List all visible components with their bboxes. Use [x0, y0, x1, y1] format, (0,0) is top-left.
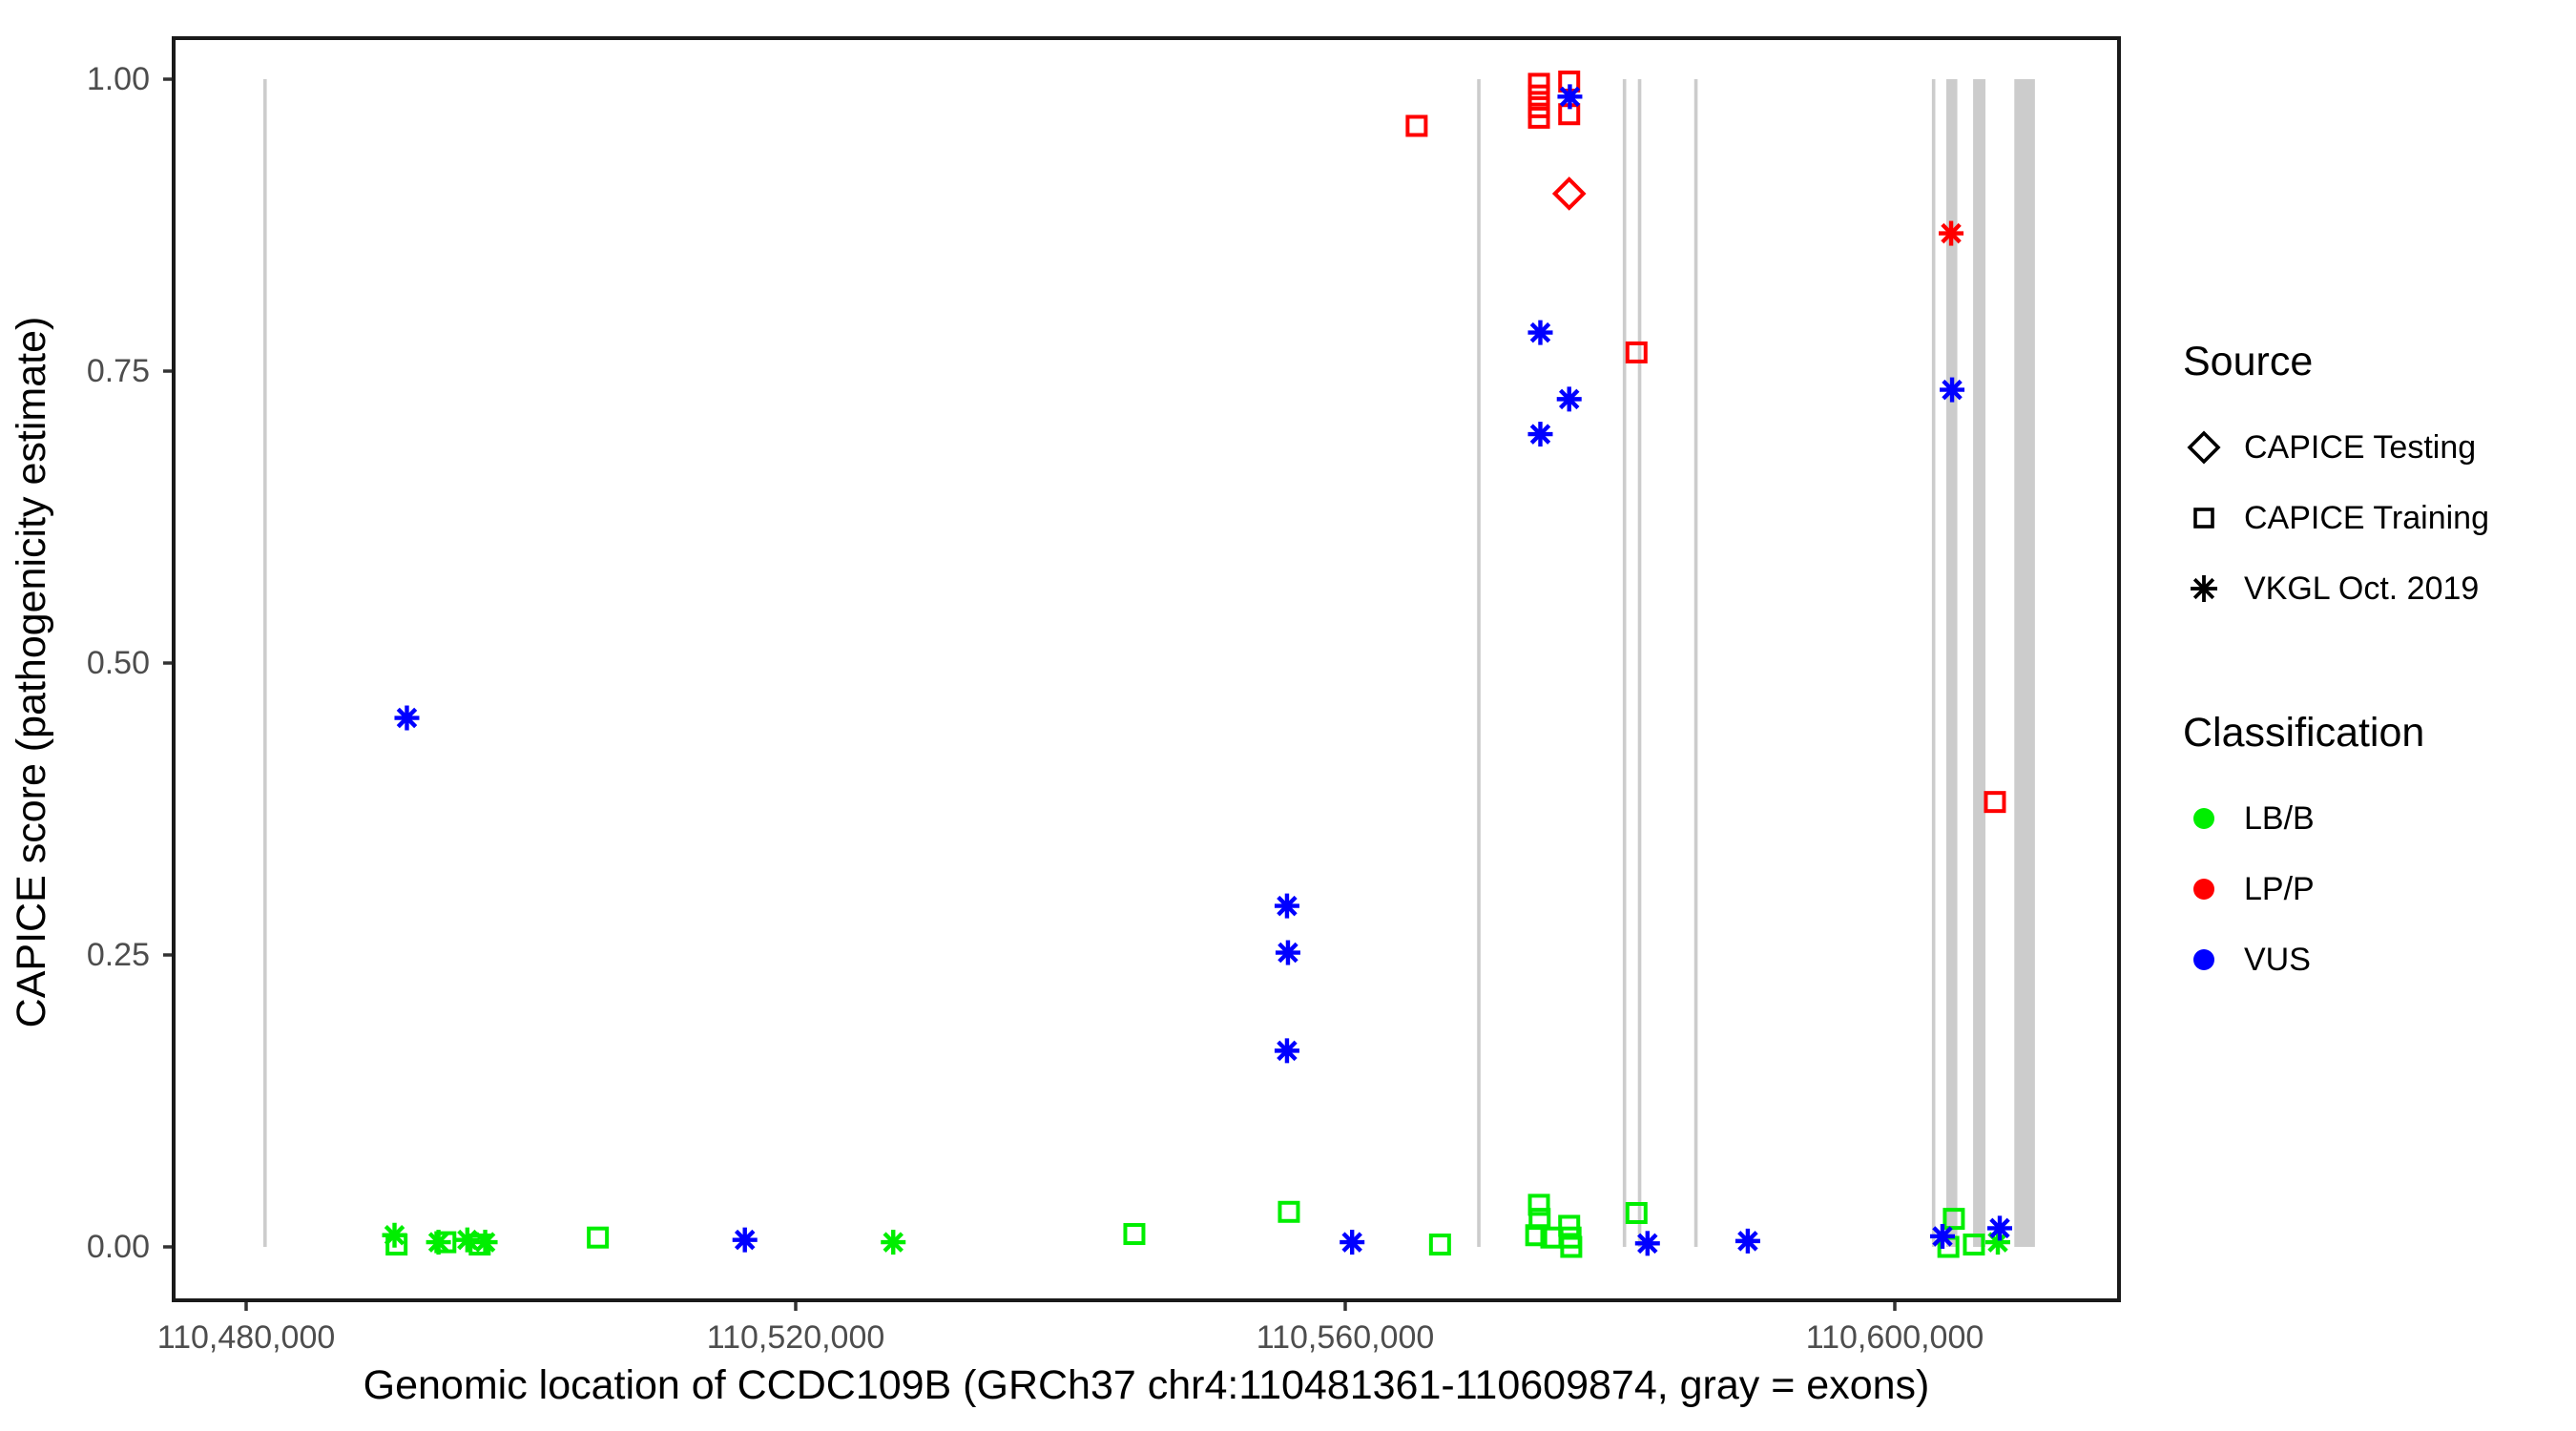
legend-item-vus: VUS [2183, 924, 2565, 995]
data-point-square [1527, 84, 1550, 107]
data-point-asterisk [1556, 386, 1582, 412]
data-point-asterisk [1557, 84, 1583, 110]
exon-bar [1477, 79, 1481, 1247]
y-tick-label: 1.00 [86, 61, 150, 97]
exon-bar [1973, 79, 1986, 1247]
data-point-square [1405, 114, 1428, 137]
red-dot-icon [2183, 868, 2244, 910]
legend-classification-title: Classification [2183, 710, 2425, 756]
asterisk-icon [2183, 568, 2244, 610]
x-tick-label: 110,480,000 [156, 1319, 336, 1356]
x-tick-label: 110,520,000 [706, 1319, 885, 1356]
legend-classification: Classification LB/B LP/P [2183, 710, 2565, 995]
y-tick-label: 0.50 [86, 645, 150, 681]
x-axis-title: Genomic location of CCDC109B (GRCh37 chr… [363, 1362, 1930, 1408]
exon-layer [263, 79, 2035, 1247]
data-point-square [1625, 341, 1648, 363]
data-point-square [1625, 1202, 1648, 1225]
data-point-asterisk [1275, 940, 1300, 965]
exon-bar [1637, 79, 1642, 1247]
data-point-asterisk [1340, 1230, 1365, 1255]
y-tick-label: 0.00 [86, 1229, 150, 1265]
panel-border [172, 36, 2121, 1302]
data-point-square [587, 1226, 610, 1249]
legend: Source CAPICE Testing CAPICE Training [2183, 339, 2565, 1081]
axis-layer [163, 77, 1897, 1311]
legend-source: Source CAPICE Testing CAPICE Training [2183, 339, 2565, 624]
data-point-asterisk [732, 1227, 758, 1253]
data-point-asterisk [1929, 1223, 1955, 1249]
data-point-square [1558, 1214, 1581, 1237]
data-point-asterisk [1274, 893, 1299, 919]
diamond-icon [2183, 426, 2244, 468]
green-dot-icon [2183, 798, 2244, 840]
square-icon [2183, 497, 2244, 539]
data-point-square [385, 1234, 408, 1256]
data-point-asterisk [1527, 422, 1553, 447]
data-point-asterisk [1274, 1038, 1299, 1064]
data-point-square [1123, 1223, 1146, 1246]
blue-dot-icon [2183, 939, 2244, 981]
exon-bar [1946, 79, 1958, 1247]
x-tick-label: 110,600,000 [1805, 1319, 1984, 1356]
legend-item-vkgl: VKGL Oct. 2019 [2183, 553, 2565, 624]
data-point-square [1527, 106, 1550, 129]
exon-bar [1931, 79, 1936, 1247]
data-point-square [1560, 1235, 1583, 1258]
data-point-asterisk [1634, 1231, 1660, 1256]
data-point-square [1984, 791, 2006, 814]
legend-item-lpp: LP/P [2183, 854, 2565, 924]
exon-bar [1622, 79, 1627, 1247]
legend-item-lbb: LB/B [2183, 783, 2565, 854]
y-axis-title: CAPICE score (pathogenicity estimate) [9, 316, 54, 1028]
data-point-diamond [1551, 176, 1587, 211]
exon-bar [263, 79, 267, 1247]
legend-label: LP/P [2244, 870, 2315, 907]
data-point-asterisk [1735, 1228, 1760, 1254]
data-point-square [1527, 1193, 1550, 1216]
exon-bar [1693, 79, 1698, 1247]
data-point-asterisk [1527, 320, 1553, 345]
data-point-square [1527, 73, 1550, 95]
x-tick-label: 110,560,000 [1256, 1319, 1435, 1356]
legend-label: CAPICE Training [2244, 499, 2489, 536]
data-point-asterisk [1987, 1215, 2013, 1241]
legend-item-capice-training: CAPICE Training [2183, 483, 2565, 553]
data-point-square [1428, 1234, 1451, 1256]
data-point-asterisk [472, 1230, 498, 1255]
y-tick-label: 0.75 [86, 353, 150, 389]
data-point-square [1278, 1200, 1300, 1223]
data-point-square [1525, 1224, 1548, 1247]
legend-source-title: Source [2183, 339, 2314, 384]
data-point-asterisk [881, 1230, 906, 1255]
legend-label: CAPICE Testing [2244, 428, 2477, 466]
legend-label: VKGL Oct. 2019 [2244, 570, 2480, 607]
exon-bar [2014, 79, 2035, 1247]
data-point-asterisk [1940, 377, 1965, 403]
legend-label: VUS [2244, 941, 2311, 978]
point-layer [382, 70, 2013, 1258]
data-point-square [1942, 1208, 1965, 1231]
data-point-asterisk [394, 705, 420, 731]
data-point-square [434, 1231, 457, 1254]
data-point-asterisk [1939, 220, 1964, 246]
legend-label: LB/B [2244, 799, 2315, 837]
y-tick-label: 0.25 [86, 937, 150, 973]
legend-item-capice-testing: CAPICE Testing [2183, 412, 2565, 483]
data-point-square [1963, 1234, 1985, 1256]
